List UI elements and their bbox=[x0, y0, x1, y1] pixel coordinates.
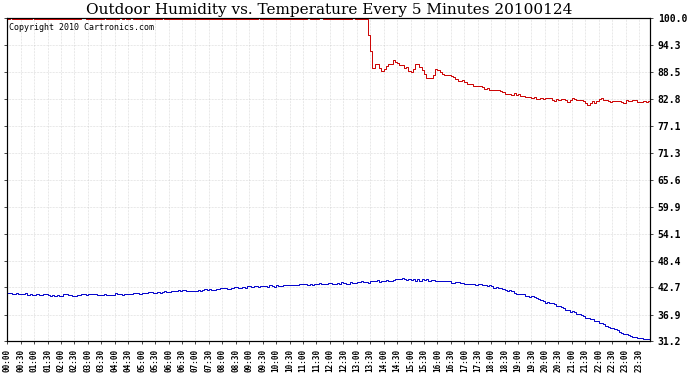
Title: Outdoor Humidity vs. Temperature Every 5 Minutes 20100124: Outdoor Humidity vs. Temperature Every 5… bbox=[86, 3, 572, 17]
Text: Copyright 2010 Cartronics.com: Copyright 2010 Cartronics.com bbox=[8, 23, 154, 32]
